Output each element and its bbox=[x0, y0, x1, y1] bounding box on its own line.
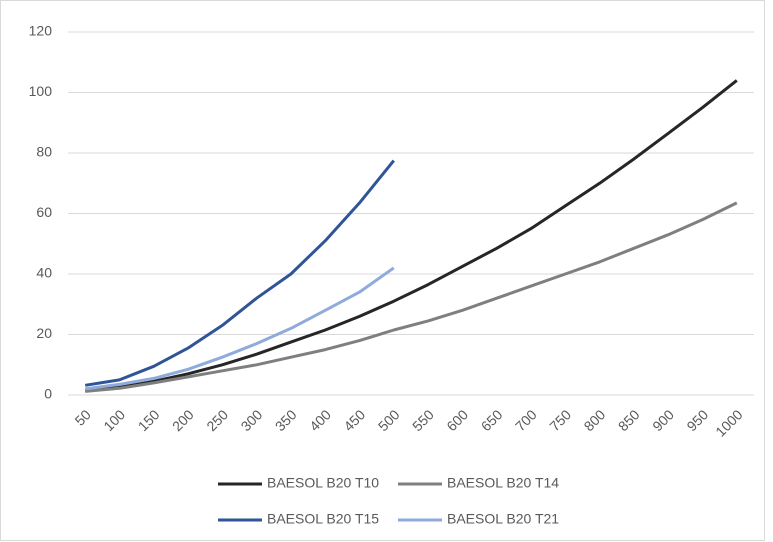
legend-label: BAESOL B20 T21 bbox=[447, 511, 559, 527]
y-tick-label: 20 bbox=[36, 325, 52, 341]
series-line bbox=[85, 266, 395, 391]
series-line bbox=[85, 201, 738, 393]
series-line bbox=[84, 159, 395, 387]
y-tick-label: 120 bbox=[29, 23, 53, 39]
legend-label: BAESOL B20 T15 bbox=[267, 511, 379, 527]
series-line bbox=[85, 79, 738, 392]
y-tick-label: 40 bbox=[36, 265, 52, 281]
legend-label: BAESOL B20 T14 bbox=[447, 475, 559, 491]
y-tick-label: 0 bbox=[44, 386, 52, 402]
y-tick-label: 100 bbox=[29, 83, 53, 99]
legend-label: BAESOL B20 T10 bbox=[267, 475, 379, 491]
y-tick-label: 60 bbox=[36, 204, 52, 220]
y-tick-label: 80 bbox=[36, 144, 52, 160]
